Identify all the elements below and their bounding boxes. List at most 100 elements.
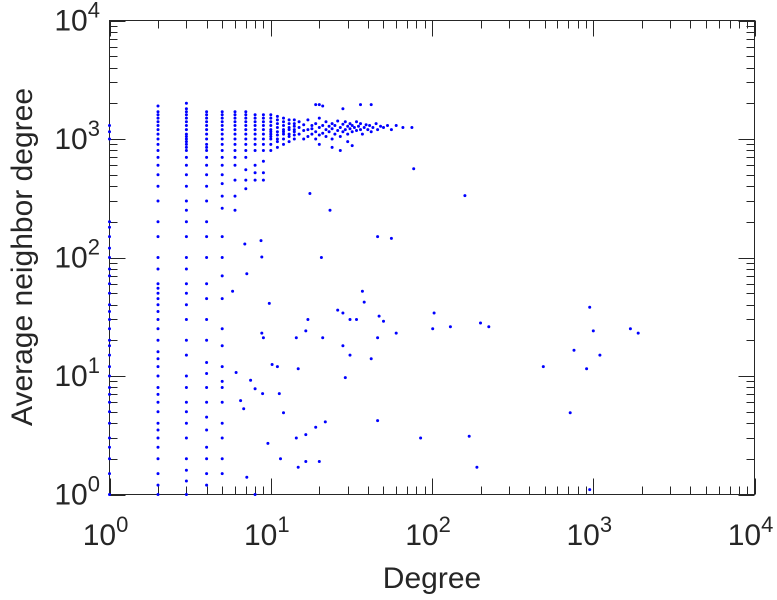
- data-point: [220, 327, 224, 331]
- data-point: [304, 329, 308, 333]
- data-point: [239, 399, 243, 403]
- data-point: [253, 387, 257, 391]
- data-point: [568, 411, 572, 415]
- data-point: [352, 126, 356, 129]
- data-point: [336, 308, 340, 312]
- data-point: [253, 137, 257, 141]
- data-point: [108, 220, 111, 224]
- data-point: [261, 336, 265, 340]
- data-point: [220, 173, 224, 177]
- data-point: [233, 132, 237, 136]
- data-point: [156, 410, 160, 414]
- data-point: [287, 128, 291, 132]
- data-point: [261, 128, 265, 132]
- data-point: [108, 421, 111, 425]
- data-point: [156, 282, 160, 286]
- data-point: [341, 344, 345, 348]
- data-point: [261, 171, 265, 175]
- data-point: [282, 116, 285, 120]
- data-point: [244, 178, 248, 182]
- data-point: [184, 468, 188, 472]
- data-point: [220, 457, 224, 461]
- data-point: [328, 208, 332, 212]
- data-point: [244, 113, 248, 117]
- data-point: [244, 168, 248, 172]
- data-point: [244, 116, 248, 120]
- data-point: [233, 124, 237, 127]
- data-point: [220, 149, 224, 152]
- y-tick-labels: 100 101 102 103 104: [54, 0, 100, 512]
- data-point: [156, 392, 160, 396]
- data-point: [448, 325, 452, 329]
- data-point: [355, 120, 358, 124]
- data-point: [261, 392, 265, 396]
- data-point: [261, 124, 265, 127]
- data-point: [108, 365, 111, 369]
- data-point: [269, 116, 273, 120]
- data-point: [259, 239, 263, 243]
- data-point: [287, 132, 291, 136]
- data-point: [343, 376, 347, 380]
- data-point: [306, 318, 310, 321]
- data-point: [108, 436, 111, 440]
- data-point: [479, 321, 482, 325]
- x-tick-label: 103: [566, 512, 612, 552]
- data-point: [156, 327, 160, 331]
- data-point: [108, 353, 111, 357]
- data-point: [306, 118, 310, 122]
- data-point: [275, 118, 279, 122]
- data-point: [184, 256, 188, 259]
- data-point: [156, 155, 160, 159]
- data-point: [205, 297, 209, 301]
- data-point: [205, 173, 209, 177]
- data-point: [314, 425, 318, 429]
- data-point: [233, 116, 237, 120]
- data-point: [233, 194, 237, 198]
- data-point: [156, 256, 160, 259]
- data-point: [323, 420, 327, 424]
- data-point: [184, 140, 188, 144]
- data-point: [317, 103, 321, 107]
- data-point: [156, 357, 160, 361]
- data-point: [233, 163, 237, 167]
- data-point: [261, 116, 265, 120]
- data-point: [376, 336, 380, 340]
- data-point: [282, 132, 285, 136]
- data-point: [317, 142, 321, 146]
- data-point: [220, 400, 224, 404]
- data-point: [108, 374, 111, 378]
- data-point: [184, 110, 188, 114]
- data-point: [376, 419, 380, 423]
- data-point: [184, 116, 188, 120]
- data-point: [261, 120, 265, 124]
- y-axis-label: Average neighbor degree: [6, 88, 39, 426]
- data-point: [360, 132, 364, 136]
- y-tick-label: 101: [54, 353, 100, 393]
- y-tick-label: 102: [54, 235, 100, 275]
- data-point: [261, 159, 265, 163]
- data-point: [156, 184, 160, 188]
- data-point: [205, 113, 209, 117]
- data-point: [156, 220, 160, 224]
- data-point: [156, 400, 160, 404]
- data-point: [292, 128, 296, 132]
- data-point: [292, 137, 296, 141]
- data-point: [304, 460, 308, 463]
- data-point: [319, 256, 323, 259]
- data-point: [253, 113, 257, 117]
- data-point: [156, 297, 160, 301]
- data-point: [467, 434, 471, 438]
- data-point: [205, 128, 209, 132]
- data-point: [220, 120, 224, 124]
- data-point: [368, 124, 372, 127]
- data-point: [205, 132, 209, 136]
- data-point: [389, 236, 393, 240]
- data-point: [244, 128, 248, 132]
- data-point: [269, 120, 273, 124]
- data-point: [184, 291, 188, 295]
- data-point: [205, 386, 209, 389]
- data-point: [327, 124, 331, 128]
- data-point: [108, 225, 111, 229]
- data-point: [156, 303, 160, 307]
- data-point: [205, 372, 209, 375]
